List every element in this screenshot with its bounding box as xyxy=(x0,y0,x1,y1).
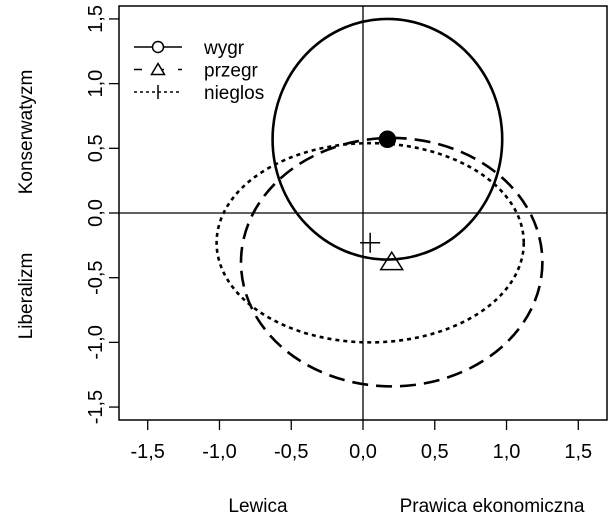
x-axis: -1,5 -1,0 -0,5 0,0 0,5 1,0 1,5 xyxy=(130,420,592,463)
x-tick-label: 0,0 xyxy=(349,441,377,463)
marker-wygr-filled xyxy=(378,130,397,149)
y-tick-label: -0,5 xyxy=(85,260,107,294)
legend-triangle-icon xyxy=(150,62,166,76)
y-tick-label: -1,5 xyxy=(85,390,107,424)
ylabel-top: Konserwatyzm xyxy=(16,70,37,195)
marker-przegr xyxy=(379,250,405,271)
markers xyxy=(360,130,405,271)
ylabel-bottom: Liberalizm xyxy=(16,253,37,340)
legend-entry-przegr: przegr xyxy=(134,61,259,82)
legend-label: nieglos xyxy=(204,83,264,104)
y-axis: -1,5 -1,0 -0,5 0,0 0,5 1,0 1,5 xyxy=(85,5,119,424)
legend-label: wygr xyxy=(203,38,245,59)
x-tick-label: 0,5 xyxy=(421,441,449,463)
y-tick-label: 1,5 xyxy=(85,5,107,33)
marker-nieglos xyxy=(360,232,381,253)
x-tick-label: -1,5 xyxy=(130,441,164,463)
x-tick-label: -1,0 xyxy=(202,441,236,463)
xlabel-left: Lewica xyxy=(228,496,288,517)
legend-entry-wygr: wygr xyxy=(134,38,245,59)
xlabel-right: Prawica ekonomiczna xyxy=(400,496,585,517)
y-tick-label: -1,0 xyxy=(85,325,107,359)
y-tick-label: 0,5 xyxy=(85,134,107,162)
x-tick-label: 1,0 xyxy=(493,441,521,463)
y-tick-label: 1,0 xyxy=(85,70,107,98)
y-tick-label: 0,0 xyxy=(85,199,107,227)
x-tick-label: 1,5 xyxy=(564,441,592,463)
legend-entry-nieglos: nieglos xyxy=(134,83,264,104)
legend-label: przegr xyxy=(204,61,259,82)
ellipses xyxy=(215,17,544,388)
x-tick-label: -0,5 xyxy=(274,441,308,463)
ellipse-nieglos xyxy=(215,141,526,344)
legend-circle-icon xyxy=(151,40,165,54)
